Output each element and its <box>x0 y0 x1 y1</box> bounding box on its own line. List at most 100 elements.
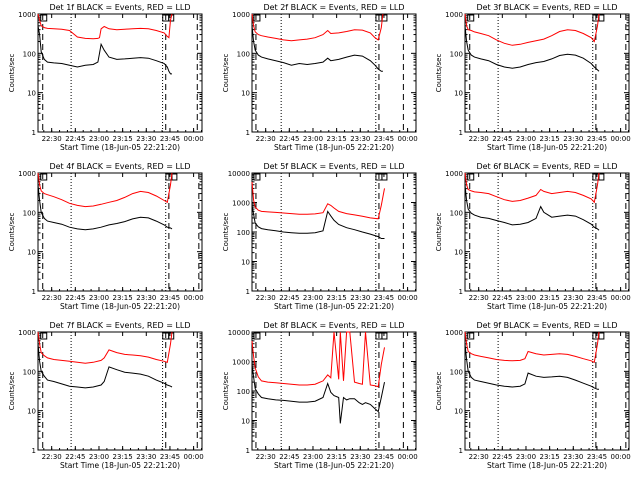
events-series-line <box>37 25 172 75</box>
y-tick-label: 10 <box>27 249 36 257</box>
plot-frame <box>37 331 203 451</box>
y-tick-label: 10000 <box>228 170 250 178</box>
panel-6: Det 6f BLACK = Events, RED = LLD 1 10 100 10… <box>435 162 631 311</box>
x-tick-label: 22:45 <box>65 294 85 302</box>
x-tick-label: 22:45 <box>65 135 85 143</box>
y-tick-label: 100 <box>450 209 463 217</box>
x-tick-label: 00:00 <box>398 453 418 461</box>
x-tick-label: 23:30 <box>136 135 156 143</box>
x-tick-label: 22:30 <box>469 453 489 461</box>
x-axis-label: Start Time (18-Jun-05 22:21:20) <box>60 143 180 152</box>
panel-5: Det 5f BLACK = Events, RED = LLD 1 10 100 10… <box>222 162 418 311</box>
x-tick-label: 23:15 <box>327 453 347 461</box>
x-tick-label: 23:15 <box>113 294 133 302</box>
panel-title: Det 8f BLACK = Events, RED = LLD <box>263 321 404 330</box>
y-tick-label: 100 <box>23 50 36 58</box>
y-tick-label: 1 <box>246 288 250 296</box>
x-tick-label: 23:00 <box>89 135 109 143</box>
y-tick-label: 100 <box>23 209 36 217</box>
x-tick-label: 23:15 <box>327 294 347 302</box>
x-tick-label: 23:45 <box>160 294 180 302</box>
y-tick-label: 10 <box>241 418 250 426</box>
x-tick-label: 23:00 <box>303 135 323 143</box>
marker-flag <box>598 173 605 181</box>
y-tick-label: 10 <box>454 408 463 416</box>
events-series-line <box>37 343 173 389</box>
x-tick-label: 22:45 <box>492 135 512 143</box>
lld-series-line <box>464 172 600 204</box>
x-tick-label: 00:00 <box>611 135 631 143</box>
x-tick-label: 00:00 <box>184 453 204 461</box>
x-tick-label: 22:45 <box>492 453 512 461</box>
y-axis-label: Counts/sec <box>435 54 443 93</box>
panel-title: Det 6f BLACK = Events, RED = LLD <box>476 162 617 171</box>
x-tick-label: 00:00 <box>184 135 204 143</box>
x-tick-label: 22:30 <box>42 135 62 143</box>
panel-9: Det 9f BLACK = Events, RED = LLD 1 10 100 10… <box>435 321 631 470</box>
events-series-line <box>37 184 173 231</box>
x-tick-label: 22:45 <box>279 294 299 302</box>
marker-flag <box>40 14 48 22</box>
y-tick-label: 100 <box>237 50 250 58</box>
y-axis-label: Counts/sec <box>222 54 230 93</box>
y-tick-label: 100 <box>237 229 250 237</box>
plot-frame <box>251 13 417 133</box>
marker-flag <box>467 332 475 340</box>
y-tick-label: 10 <box>454 249 463 257</box>
x-tick-label: 23:00 <box>516 135 536 143</box>
panel-title: Det 3f BLACK = Events, RED = LLD <box>476 3 617 12</box>
x-tick-label: 23:15 <box>540 294 560 302</box>
y-axis-label: Counts/sec <box>222 213 230 252</box>
panel-7: Det 7f BLACK = Events, RED = LLD 1 10 100 10… <box>8 321 204 470</box>
x-tick-label: 23:30 <box>136 294 156 302</box>
lld-series-line <box>251 331 385 388</box>
y-tick-label: 1000 <box>18 329 36 337</box>
y-tick-label: 1 <box>459 447 463 455</box>
y-tick-label: 1000 <box>18 170 36 178</box>
panel-title: Det 1f BLACK = Events, RED = LLD <box>49 3 190 12</box>
x-tick-label: 23:45 <box>374 294 394 302</box>
x-tick-label: 23:45 <box>374 453 394 461</box>
marker-flag <box>467 14 475 22</box>
x-tick-label: 00:00 <box>611 453 631 461</box>
y-tick-label: 1000 <box>18 11 36 19</box>
lld-series-line <box>37 13 173 40</box>
events-series-line <box>464 343 599 390</box>
marker-flag <box>253 173 261 181</box>
y-tick-label: 10 <box>27 408 36 416</box>
y-tick-label: 1 <box>32 447 36 455</box>
events-series-line <box>464 184 600 231</box>
x-tick-label: 00:00 <box>398 294 418 302</box>
panel-title: Det 4f BLACK = Events, RED = LLD <box>49 162 190 171</box>
panel-2: Det 2f BLACK = Events, RED = LLD 1 10 100 10… <box>222 3 418 152</box>
x-tick-label: 22:45 <box>279 135 299 143</box>
y-axis-label: Counts/sec <box>8 213 16 252</box>
x-tick-label: 23:30 <box>563 135 583 143</box>
marker-flag <box>381 332 388 340</box>
x-axis-label: Start Time (18-Jun-05 22:21:20) <box>60 461 180 470</box>
x-tick-label: 23:45 <box>160 135 180 143</box>
panel-1: Det 1f BLACK = Events, RED = LLD 1 10 100 10… <box>8 3 204 152</box>
plot-frame <box>251 172 417 292</box>
x-tick-label: 23:45 <box>587 135 607 143</box>
x-axis-label: Start Time (18-Jun-05 22:21:20) <box>487 143 607 152</box>
events-series-line <box>251 25 383 72</box>
lld-series-line <box>37 331 173 364</box>
y-tick-label: 1 <box>246 447 250 455</box>
marker-flag <box>40 332 48 340</box>
y-tick-label: 10 <box>454 90 463 98</box>
y-tick-label: 10 <box>27 90 36 98</box>
y-tick-label: 1 <box>32 129 36 137</box>
x-tick-label: 00:00 <box>611 294 631 302</box>
x-tick-label: 23:30 <box>350 294 370 302</box>
marker-flag <box>598 332 605 340</box>
marker-flag <box>253 332 261 340</box>
y-tick-label: 10 <box>241 90 250 98</box>
lld-series-line <box>37 172 173 208</box>
x-axis-label: Start Time (18-Jun-05 22:21:20) <box>60 302 180 311</box>
x-tick-label: 00:00 <box>184 294 204 302</box>
y-tick-label: 100 <box>450 368 463 376</box>
events-series-line <box>251 364 385 424</box>
